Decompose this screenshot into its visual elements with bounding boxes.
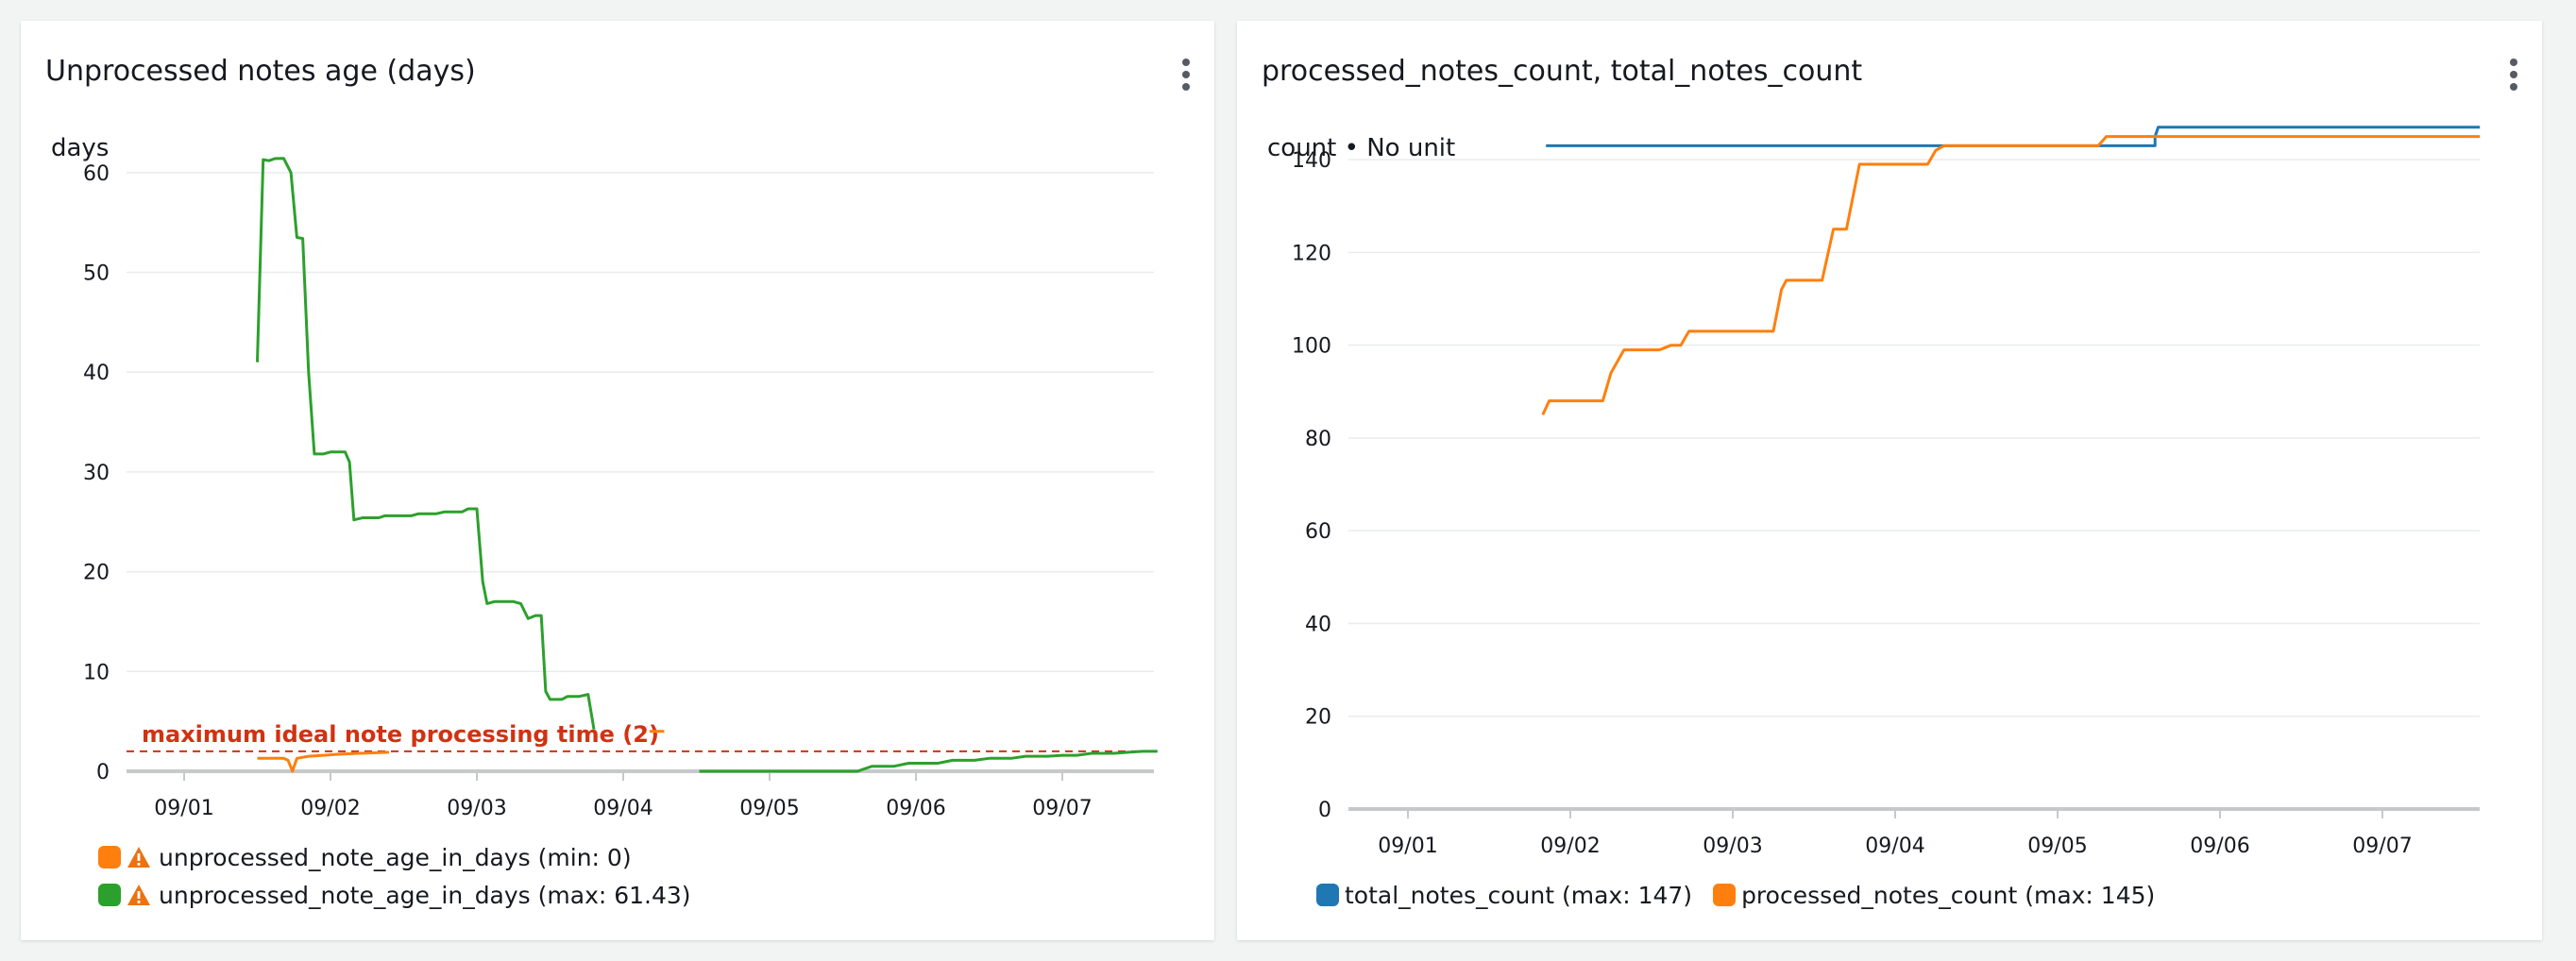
y-tick-label: 20 bbox=[83, 562, 110, 585]
warning-icon bbox=[127, 845, 151, 869]
chart-legend: unprocessed_note_age_in_days (min: 0) un… bbox=[98, 838, 691, 914]
y-tick-label: 20 bbox=[1305, 706, 1331, 730]
line-chart-notes-count: 0 20 40 60 80 100 120 140 09/01 09/02 09/03 09/04 09… bbox=[1292, 126, 2481, 858]
x-tick-label: 09/01 bbox=[1378, 835, 1437, 858]
legend-label: unprocessed_note_age_in_days (max: 61.43… bbox=[159, 881, 691, 909]
legend-item-total[interactable]: total_notes_count (max: 147) bbox=[1316, 876, 1692, 914]
series-line bbox=[699, 750, 1158, 773]
legend-item-max[interactable]: unprocessed_note_age_in_days (max: 61.43… bbox=[98, 876, 691, 914]
y-tick-label: 0 bbox=[1318, 799, 1331, 822]
legend-swatch bbox=[98, 884, 121, 906]
y-axis-unit-label: days bbox=[51, 134, 110, 162]
legend-item-processed[interactable]: processed_notes_count (max: 145) bbox=[1713, 876, 2155, 914]
x-tick-label: 09/01 bbox=[154, 797, 213, 820]
line-chart-unprocessed-age: 0 10 20 30 40 50 60 09/01 09/02 09/03 09/04 09/05 09… bbox=[83, 157, 1158, 820]
y-tick-label: 140 bbox=[1292, 149, 1331, 173]
x-tick-label: 09/02 bbox=[1540, 835, 1600, 858]
kebab-menu-icon[interactable] bbox=[2502, 59, 2525, 91]
y-tick-label: 40 bbox=[1305, 613, 1331, 636]
legend-item-min[interactable]: unprocessed_note_age_in_days (min: 0) bbox=[98, 838, 691, 876]
y-tick-label: 0 bbox=[96, 761, 110, 784]
x-tick-label: 09/05 bbox=[739, 797, 799, 820]
legend-swatch bbox=[98, 846, 121, 868]
x-tick-label: 09/06 bbox=[2190, 835, 2249, 858]
legend-label: total_notes_count (max: 147) bbox=[1345, 881, 1693, 909]
x-tick-label: 09/04 bbox=[593, 797, 652, 820]
legend-label: unprocessed_note_age_in_days (min: 0) bbox=[159, 843, 632, 871]
y-tick-label: 50 bbox=[83, 262, 110, 286]
x-tick-label: 09/03 bbox=[447, 797, 506, 820]
legend-swatch bbox=[1713, 884, 1737, 906]
y-tick-label: 60 bbox=[83, 162, 110, 186]
chart-legend: total_notes_count (max: 147) processed_n… bbox=[1316, 876, 2176, 914]
y-tick-label: 80 bbox=[1305, 428, 1331, 451]
x-tick-label: 09/03 bbox=[1703, 835, 1762, 858]
y-tick-label: 100 bbox=[1292, 335, 1331, 359]
x-tick-label: 09/07 bbox=[2352, 835, 2412, 858]
legend-swatch bbox=[1316, 884, 1339, 906]
y-tick-label: 120 bbox=[1292, 242, 1331, 265]
legend-label: processed_notes_count (max: 145) bbox=[1741, 881, 2156, 909]
kebab-menu-icon[interactable] bbox=[1175, 59, 1197, 91]
x-tick-label: 09/05 bbox=[2027, 835, 2087, 858]
y-tick-label: 30 bbox=[83, 462, 110, 485]
x-tick-label: 09/04 bbox=[1865, 835, 1924, 858]
x-tick-label: 09/02 bbox=[300, 797, 360, 820]
y-tick-label: 10 bbox=[83, 661, 110, 684]
series-line bbox=[1541, 135, 2481, 416]
x-tick-label: 09/06 bbox=[886, 797, 945, 820]
series-line bbox=[256, 157, 596, 730]
panel-title: processed_notes_count, total_notes_count bbox=[1262, 55, 1863, 88]
panel-unprocessed-notes-age: Unprocessed notes age (days) days 0 10 20 3… bbox=[21, 21, 1214, 940]
panel-title: Unprocessed notes age (days) bbox=[45, 55, 476, 88]
x-tick-label: 09/07 bbox=[1032, 797, 1092, 820]
series-line bbox=[257, 750, 390, 773]
y-tick-label: 40 bbox=[83, 362, 110, 385]
panel-notes-count: processed_notes_count, total_notes_count… bbox=[1237, 21, 2542, 940]
y-axis-unit-label: count • No unit bbox=[1267, 134, 1456, 162]
warning-icon bbox=[127, 883, 151, 907]
annotation-label: maximum ideal note processing time (2) bbox=[142, 721, 659, 748]
y-tick-label: 60 bbox=[1305, 520, 1331, 544]
